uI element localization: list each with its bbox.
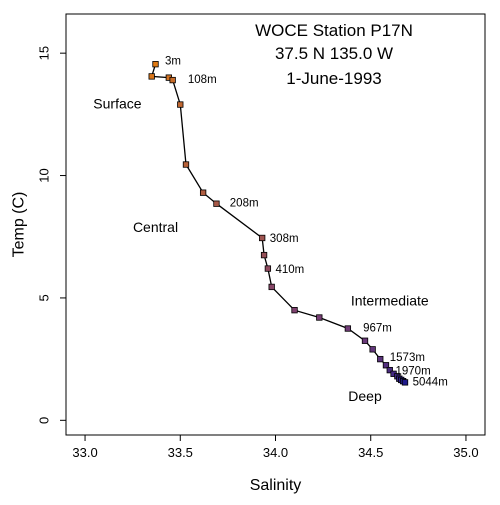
chart-title-line-3: 1-June-1993 xyxy=(286,69,381,88)
water-mass-label: Intermediate xyxy=(351,292,429,308)
data-point xyxy=(268,283,275,291)
data-point xyxy=(177,101,184,108)
data-point xyxy=(148,73,155,80)
data-point xyxy=(260,251,268,259)
y-tick-label: 5 xyxy=(37,294,52,301)
depth-label: 3m xyxy=(165,56,181,68)
chart-title-line-2: 37.5 N 135.0 W xyxy=(275,44,393,63)
water-mass-label: Central xyxy=(133,219,178,235)
data-point xyxy=(344,325,352,332)
data-point xyxy=(361,337,369,344)
data-point xyxy=(169,76,176,84)
x-axis-label: Salinity xyxy=(250,477,302,494)
x-tick-label: 34.0 xyxy=(263,445,288,460)
data-point xyxy=(264,265,272,272)
data-point xyxy=(259,234,266,242)
x-tick-label: 33.5 xyxy=(168,445,193,460)
data-point xyxy=(213,200,220,207)
water-mass-label: Deep xyxy=(348,388,382,404)
data-point xyxy=(382,362,390,369)
x-tick-label: 34.5 xyxy=(358,445,383,460)
depth-label: 208m xyxy=(230,198,259,210)
y-tick-label: 0 xyxy=(37,417,52,424)
y-axis-label: Temp (C) xyxy=(11,192,28,258)
data-point xyxy=(401,379,409,386)
x-tick-label: 33.0 xyxy=(72,445,97,460)
depth-label: 1970m xyxy=(395,365,430,377)
depth-label: 108m xyxy=(188,74,217,86)
data-point xyxy=(152,61,159,68)
chart-title-line-1: WOCE Station P17N xyxy=(255,21,413,40)
data-point xyxy=(369,346,376,353)
depth-label: 308m xyxy=(270,233,299,245)
data-point xyxy=(377,355,384,363)
depth-label: 967m xyxy=(363,323,392,335)
depth-label: 410m xyxy=(276,264,305,276)
data-point xyxy=(182,161,190,168)
axes: 33.0 33.5 34.0 34.5 35.0 0 5 10 15 xyxy=(37,46,479,460)
x-tick-label: 35.0 xyxy=(453,445,478,460)
data-point xyxy=(386,366,393,374)
y-tick-label: 15 xyxy=(37,46,52,60)
water-mass-label: Surface xyxy=(93,95,141,111)
depth-label: 1573m xyxy=(390,352,425,364)
depth-label: 5044m xyxy=(413,376,448,388)
data-point xyxy=(291,307,298,314)
y-tick-label: 10 xyxy=(37,168,52,182)
data-points xyxy=(148,61,409,386)
data-point xyxy=(199,189,207,196)
data-point xyxy=(316,314,323,321)
